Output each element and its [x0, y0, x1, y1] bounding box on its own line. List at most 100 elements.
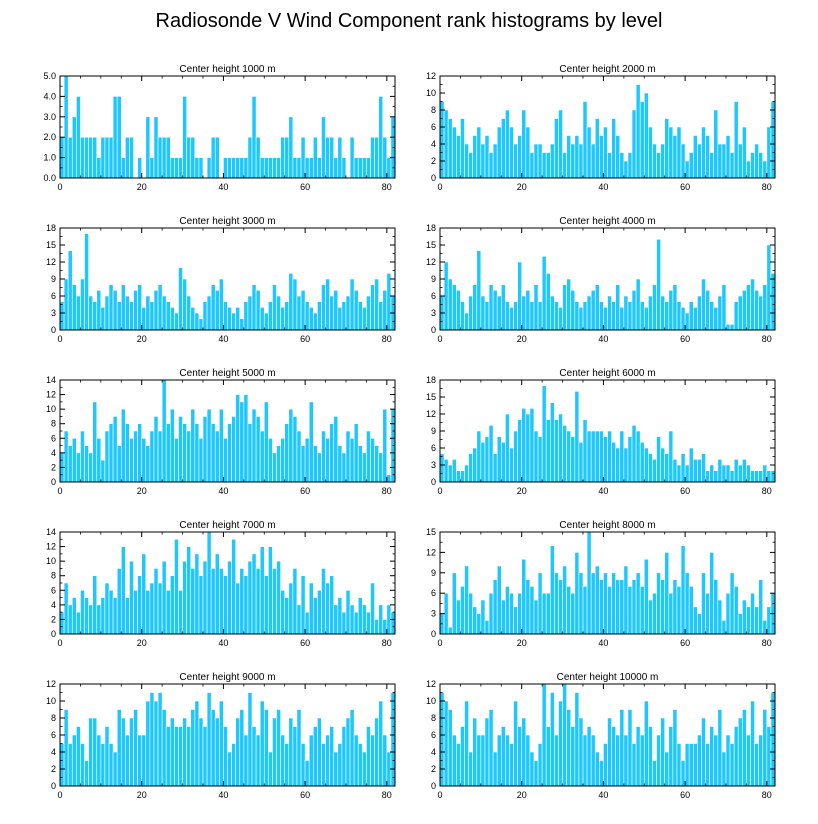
histogram-bar: [345, 430, 351, 483]
histogram-bar: [521, 109, 527, 179]
histogram-bar: [505, 301, 510, 331]
histogram-bar: [366, 726, 371, 787]
histogram-bar: [460, 301, 465, 331]
y-tick-label: 1.0: [43, 153, 56, 163]
histogram-bar: [488, 425, 494, 483]
y-tick-label: 9: [431, 568, 436, 578]
y-tick-label: 0: [431, 325, 436, 335]
histogram-bar: [231, 538, 236, 635]
histogram-bar: [280, 734, 285, 787]
histogram-bar: [300, 290, 306, 331]
histogram-bar: [145, 445, 151, 483]
histogram-bar: [599, 301, 604, 331]
histogram-bar: [484, 620, 490, 635]
histogram-bar: [521, 295, 527, 331]
histogram-bar: [607, 717, 612, 787]
histogram-bar: [341, 157, 347, 179]
histogram-bar: [88, 136, 93, 179]
histogram-bar: [480, 442, 486, 483]
histogram-bar: [116, 96, 122, 179]
histogram-bar: [259, 430, 265, 483]
histogram-bar: [639, 586, 645, 635]
histogram-bar: [190, 136, 196, 179]
histogram-bar: [219, 568, 224, 635]
histogram-bar: [353, 423, 359, 483]
histogram-bar: [268, 157, 273, 179]
histogram-bar: [639, 101, 645, 179]
histogram-bar: [562, 284, 567, 331]
histogram-panel: Center height 6000 m 0 20 40 60 80 0 3 6 9 12 15 18: [426, 368, 776, 496]
histogram-bar: [243, 575, 249, 635]
histogram-bar: [362, 751, 367, 787]
y-tick-label: 12: [426, 679, 436, 689]
histogram-bar: [648, 599, 653, 635]
histogram-bar: [300, 445, 306, 483]
histogram-bar: [701, 126, 706, 179]
histogram-bar: [165, 589, 171, 635]
y-tick-label: 12: [46, 679, 56, 689]
y-tick-label: 8: [51, 713, 56, 723]
histogram-bar: [92, 401, 98, 483]
histogram-bar: [219, 700, 224, 787]
histogram-bar: [292, 278, 298, 331]
histogram-bar: [202, 560, 208, 635]
x-tick-label: 20: [517, 334, 527, 344]
histogram-bar: [599, 135, 604, 179]
histogram-bar: [133, 290, 138, 331]
histogram-bar: [505, 109, 510, 179]
y-tick-label: 0.0: [43, 173, 56, 183]
histogram-bar: [631, 743, 637, 787]
histogram-bar: [235, 717, 241, 787]
histogram-bar: [594, 118, 600, 179]
histogram-bar: [615, 734, 621, 787]
histogram-bar: [378, 96, 384, 179]
histogram-bar: [194, 700, 200, 787]
y-tick-label: 2: [51, 614, 56, 624]
histogram-bar: [549, 143, 555, 179]
x-tick-label: 20: [517, 790, 527, 800]
histogram-bar: [239, 318, 245, 331]
y-tick-label: 12: [46, 542, 56, 552]
histogram-bar: [590, 734, 596, 787]
histogram-bar: [174, 726, 179, 787]
histogram-bar: [223, 301, 228, 331]
histogram-bar: [611, 442, 616, 483]
histogram-bar: [517, 261, 523, 331]
histogram-bar: [92, 301, 98, 331]
histogram-bar: [631, 109, 637, 179]
y-tick-label: 3: [431, 460, 436, 470]
histogram-bar: [729, 470, 735, 483]
histogram-bar: [656, 436, 661, 483]
x-tick-label: 0: [57, 182, 62, 192]
x-tick-label: 20: [137, 790, 147, 800]
histogram-bar: [668, 726, 674, 787]
histogram-bar: [566, 709, 572, 787]
histogram-bar: [296, 709, 302, 787]
x-tick-label: 0: [57, 486, 62, 496]
histogram-bar: [170, 157, 175, 179]
histogram-bar: [672, 135, 678, 179]
histogram-bar: [247, 423, 253, 483]
histogram-bar: [737, 717, 743, 787]
histogram-bar: [558, 109, 563, 179]
y-tick-label: 0: [431, 781, 436, 791]
histogram-bar: [227, 307, 232, 331]
histogram-bar: [603, 307, 608, 331]
histogram-bar: [713, 734, 719, 787]
histogram-bar: [566, 430, 572, 483]
y-tick-label: 3.0: [43, 112, 56, 122]
histogram-bar: [582, 419, 588, 483]
histogram-bar: [71, 734, 77, 787]
histogram-bar: [129, 560, 134, 635]
y-tick-label: 6: [431, 291, 436, 301]
histogram-bar: [247, 136, 253, 179]
histogram-bar: [382, 136, 388, 179]
y-tick-label: 9: [431, 426, 436, 436]
y-tick-label: 18: [426, 375, 436, 385]
histogram-bar: [76, 726, 81, 787]
histogram-bar: [541, 592, 547, 635]
y-tick-label: 12: [426, 257, 436, 267]
histogram-bar: [513, 301, 518, 331]
histogram-bar: [108, 284, 114, 331]
histogram-bar: [329, 423, 335, 483]
